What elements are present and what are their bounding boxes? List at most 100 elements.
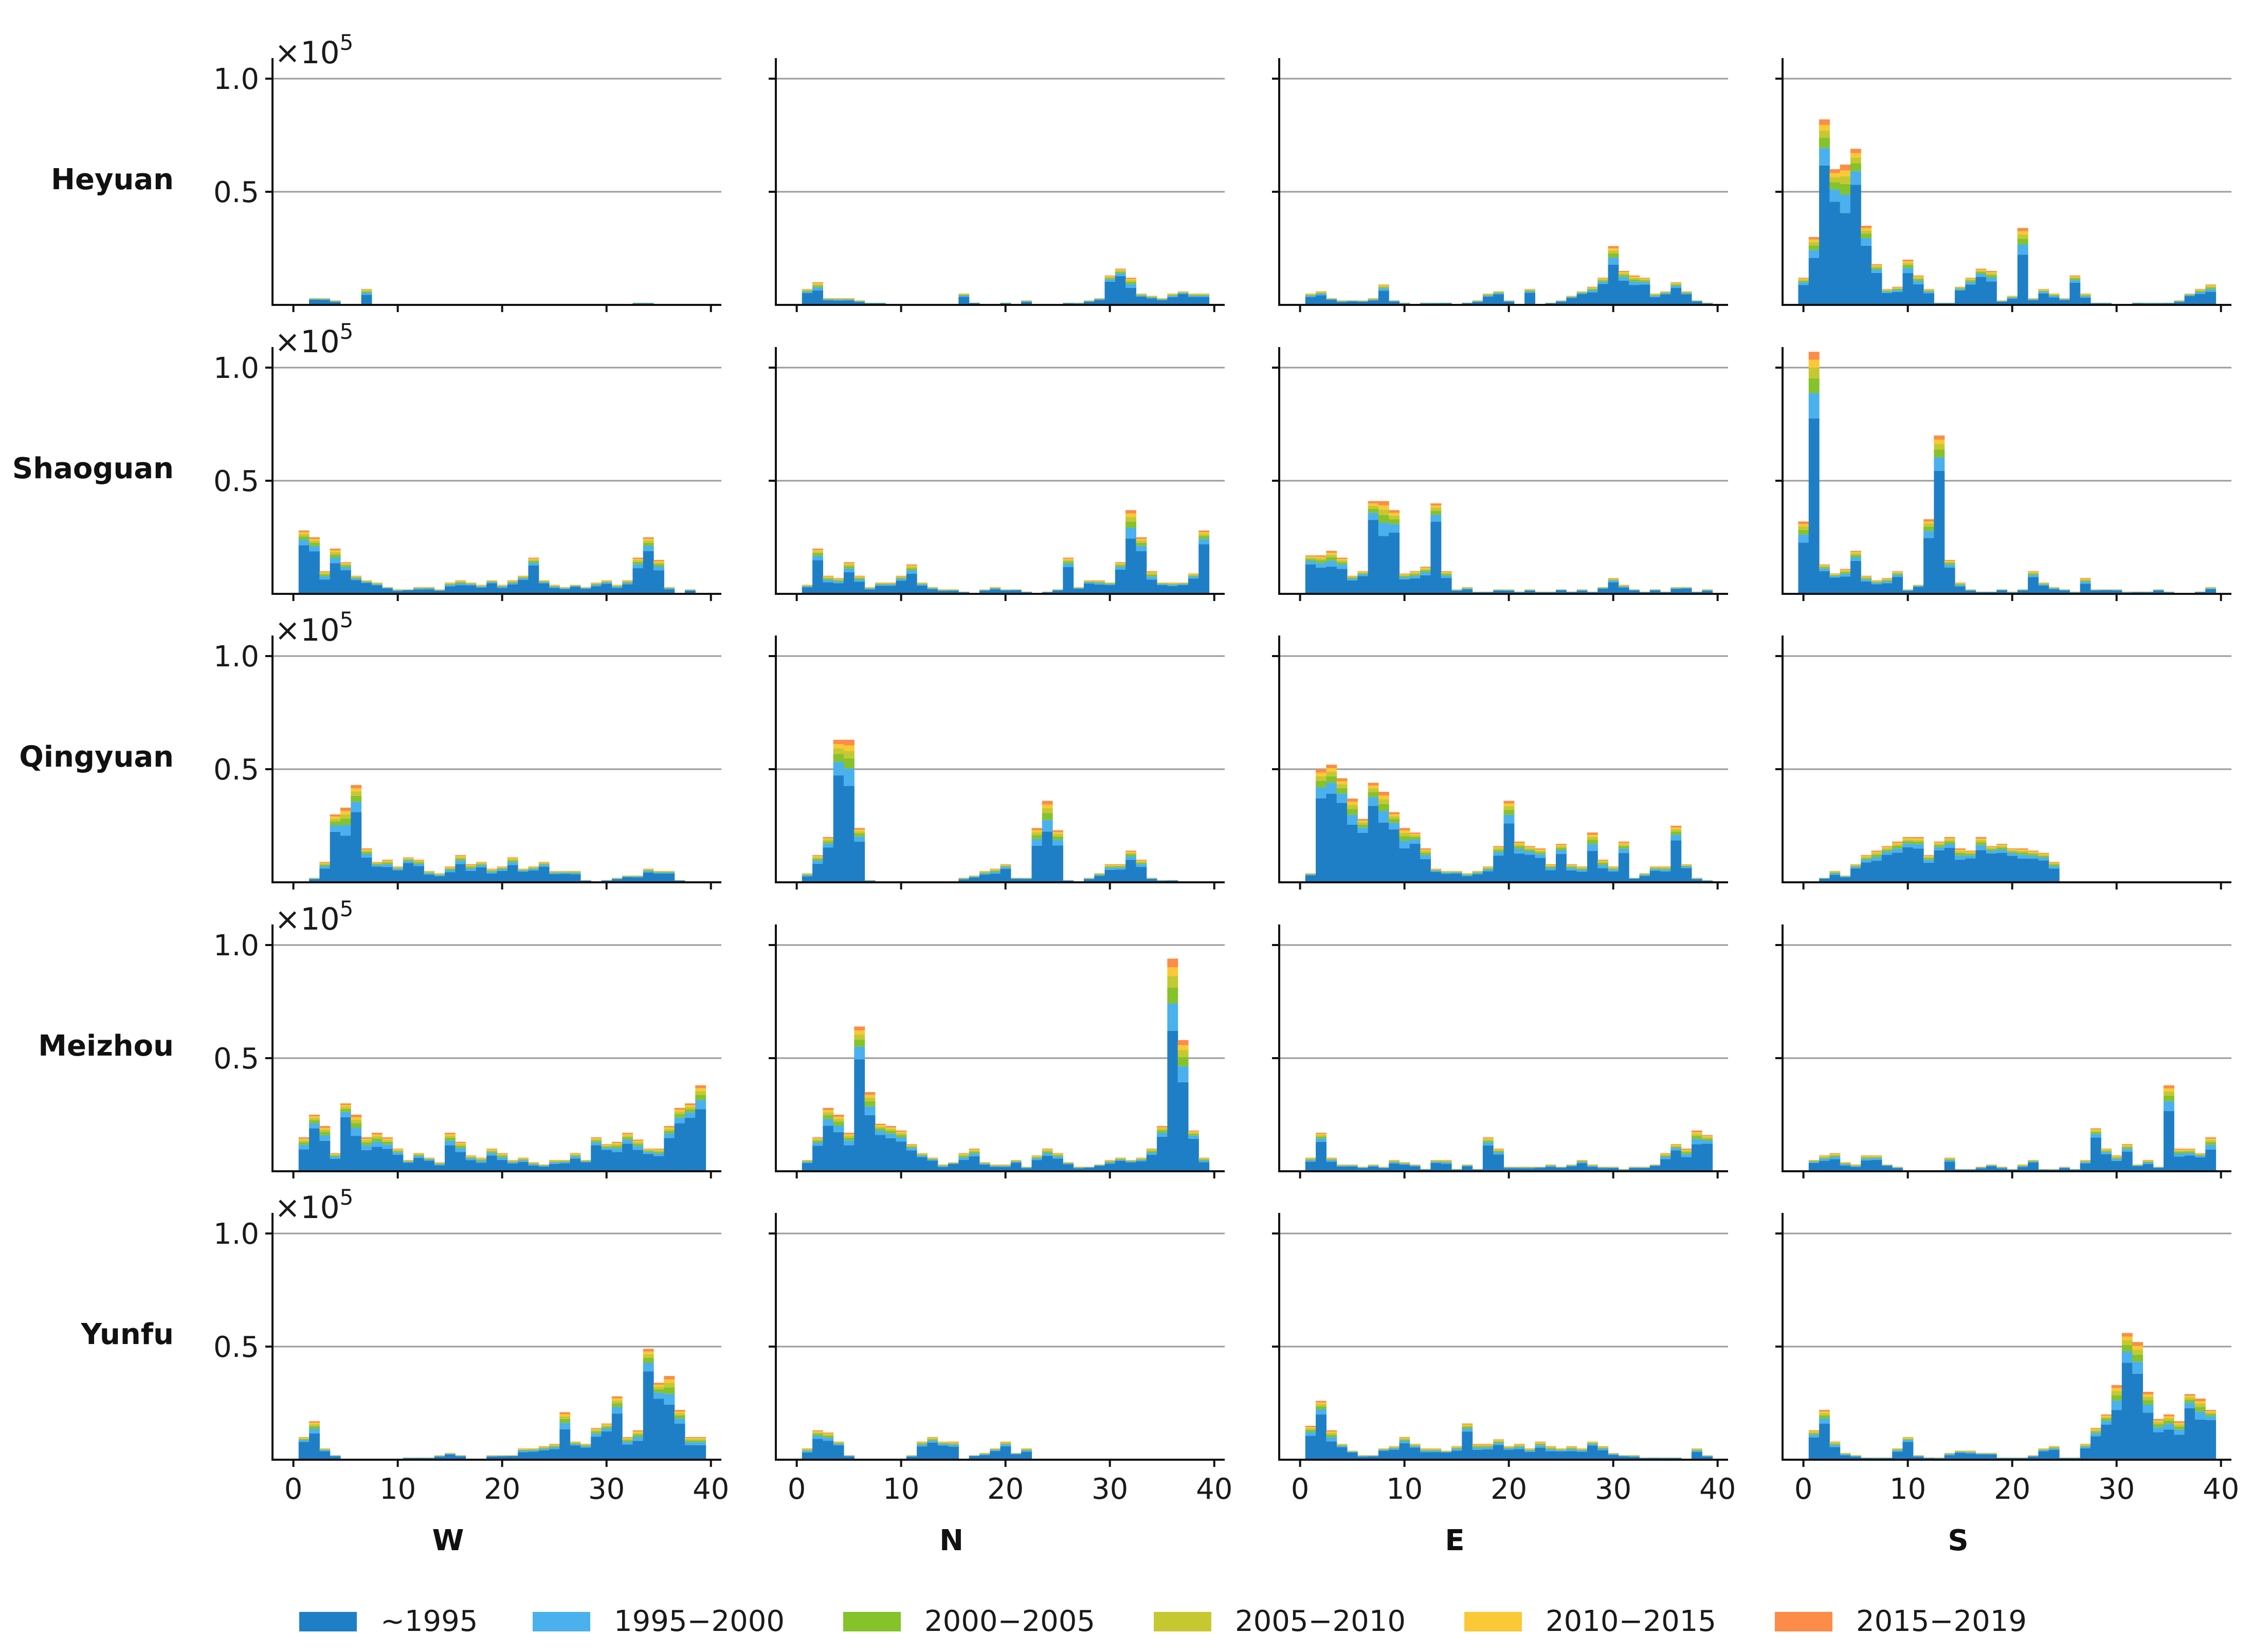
bar-s-bin-33-series-5 [2142,1392,2154,1394]
bar-w-bin-28-series-1 [580,1161,591,1163]
bar-w-bin-23-series-3 [528,559,539,561]
bar-s-bin-26-series-1 [2069,280,2081,283]
bar-s-bin-22-series-5 [2028,850,2039,852]
bar-w-bin-30-series-5 [601,580,612,581]
bar-w-bin-20-series-0 [497,1456,508,1460]
bar-e-bin-8-series-2 [1378,287,1389,288]
bar-n-bin-31-series-1 [1115,567,1126,570]
bar-w-bin-21-series-5 [507,857,518,859]
bar-n-bin-19-series-1 [990,1450,1001,1451]
bar-s-bin-3-series-1 [1829,873,1841,875]
bar-e-bin-25-series-0 [1556,854,1567,882]
bar-e-bin-33-series-5 [1639,278,1650,279]
bar-e-bin-3-series-1 [1326,299,1337,300]
bar-e-bin-27-series-0 [1576,1163,1588,1171]
bar-n-bin-3-series-2 [823,578,834,580]
bar-e-bin-14-series-5 [1441,571,1452,572]
bar-n-bin-21-series-0 [1010,1454,1022,1460]
bar-w-bin-3-series-0 [319,1140,331,1171]
bar-s-bin-16-series-3 [1965,1451,1976,1452]
bar-e-bin-19-series-0 [1493,590,1504,594]
bar-e-bin-28-series-4 [1587,1442,1598,1443]
bar-s-bin-30-series-5 [2111,1385,2122,1388]
bar-s-bin-22-series-4 [2028,851,2039,853]
bar-s-bin-15-series-1 [1954,855,1966,860]
bar-e-bin-37-series-5 [1681,864,1692,865]
bar-s-bin-28-series-0 [2090,1436,2101,1460]
bar-n-bin-37-series-4 [1177,583,1189,584]
bar-n-bin-12-series-5 [917,1153,928,1154]
bar-n-bin-14-series-1 [937,1444,949,1446]
bar-w-bin-17-series-4 [465,865,477,866]
bar-e-bin-37-series-1 [1681,1154,1692,1157]
bar-e-bin-16-series-5 [1462,873,1473,874]
bar-s-bin-1-series-1 [1808,1161,1820,1163]
bar-s-bin-9-series-4 [1892,287,1903,288]
bar-s-bin-13-series-2 [1934,845,1945,847]
bar-e-bin-5-series-2 [1347,577,1358,579]
bar-n-bin-32-series-1 [1125,856,1137,860]
bar-s-bin-15-series-4 [1954,583,1966,584]
bar-n-bin-9-series-2 [885,1131,897,1134]
bar-s-bin-27-series-0 [2080,297,2091,305]
bar-n-bin-32-series-2 [1125,282,1137,284]
bar-w-bin-29-series-4 [591,1138,602,1139]
bar-w-bin-28-series-0 [580,589,591,594]
bar-w-bin-19-series-5 [486,580,498,581]
bar-e-bin-3-series-0 [1326,567,1337,594]
bar-w-bin-32-series-2 [622,582,633,583]
bar-s-bin-28-series-1 [2090,1433,2101,1437]
bar-w-bin-28-series-1 [580,1446,591,1448]
bar-s-bin-37-series-3 [2184,1397,2195,1400]
bar-w-bin-35-series-1 [653,1153,664,1156]
bar-s-bin-23-series-1 [2038,857,2049,861]
bar-n-bin-23-series-2 [1031,1157,1043,1158]
bar-n-bin-12-series-0 [917,1446,928,1460]
bar-w-bin-3-series-5 [319,862,331,863]
bar-e-bin-19-series-5 [1493,1439,1504,1440]
bar-n-bin-16-series-0 [958,1159,970,1171]
bar-s-bin-35-series-1 [2164,1424,2174,1430]
bar-e-bin-12-series-2 [1420,1449,1431,1451]
bar-w-bin-2-series-0 [309,1433,320,1460]
bar-w-bin-16-series-0 [455,585,466,594]
bar-s-bin-8-series-3 [1881,290,1893,291]
bar-e-bin-4-series-4 [1336,559,1348,560]
bar-n-bin-26-series-3 [1063,559,1074,561]
bar-n-bin-6-series-0 [854,1059,865,1171]
bar-s-bin-7-series-5 [1871,1155,1882,1156]
bar-e-bin-13-series-1 [1430,515,1442,522]
bar-e-bin-5-series-3 [1347,1165,1358,1166]
bar-n-bin-19-series-1 [990,588,1001,590]
bar-w-bin-4-series-1 [330,557,341,564]
bar-s-bin-7-series-3 [1871,1156,1882,1157]
bar-e-bin-25-series-2 [1556,1449,1567,1450]
bar-w-bin-29-series-1 [591,585,602,587]
bar-s-bin-8-series-5 [1881,846,1893,847]
bar-w-bin-32-series-0 [622,1143,633,1171]
bar-n-bin-3-series-5 [823,1432,834,1434]
bar-w-bin-25-series-1 [549,873,560,874]
bar-s-bin-4-series-3 [1840,1163,1851,1164]
bar-s-bin-23-series-0 [2038,1451,2049,1460]
bar-n-bin-31-series-4 [1115,269,1126,271]
bar-e-bin-30-series-5 [1608,246,1619,248]
bar-e-bin-26-series-5 [1566,1446,1577,1447]
bar-e-bin-29-series-3 [1597,861,1609,863]
bar-s-bin-29-series-1 [2101,1421,2112,1425]
bar-w-bin-34-series-3 [643,1354,654,1358]
bar-s-bin-30-series-5 [2111,1155,2122,1156]
bar-w-bin-1-series-0 [298,1442,310,1460]
bar-e-bin-13-series-1 [1430,870,1442,872]
bar-n-bin-8-series-4 [875,583,886,584]
bar-s-bin-39-series-5 [2205,1410,2216,1411]
bar-w-bin-5-series-0 [340,570,351,594]
bar-w-bin-10-series-1 [392,590,404,591]
bar-e-bin-12-series-2 [1420,570,1431,572]
bar-w-bin-15-series-0 [444,586,456,594]
bar-w-bin-12-series-5 [413,587,424,588]
bar-s-bin-36-series-0 [2174,1156,2185,1171]
bar-n-bin-9-series-0 [885,586,897,594]
bar-e-bin-9-series-4 [1389,814,1400,816]
bar-w-bin-1-series-5 [298,1437,310,1438]
